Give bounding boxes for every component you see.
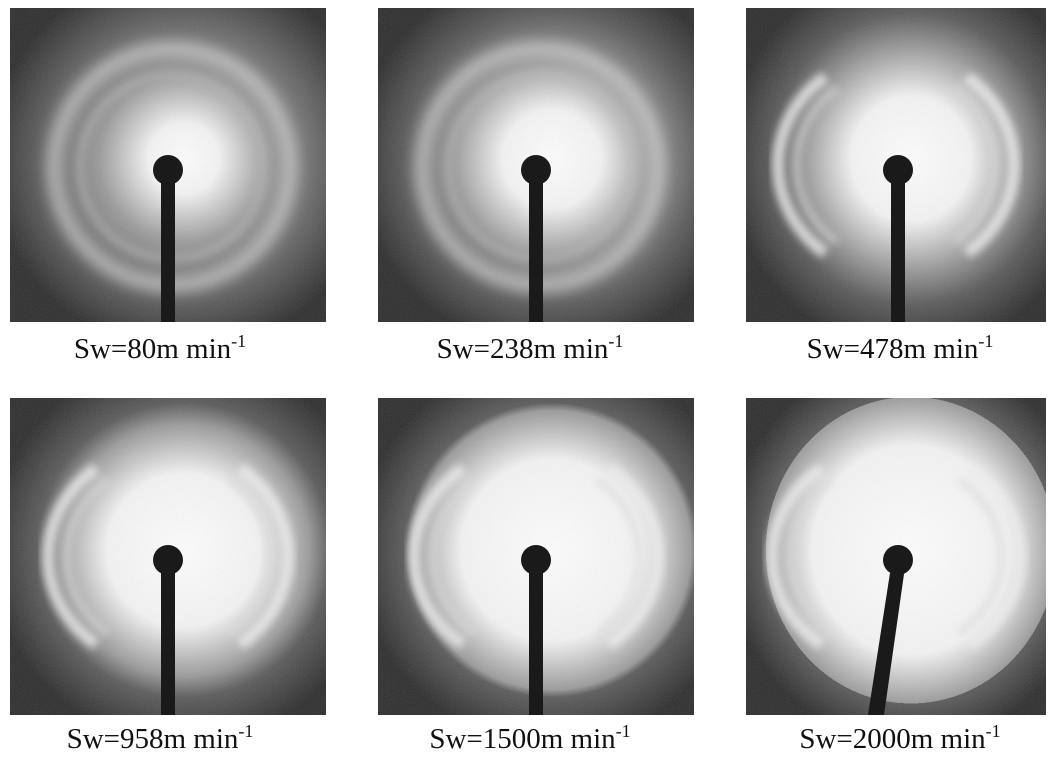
caption-superscript: -1 (608, 331, 623, 351)
caption: Sw=2000m min-1 (799, 721, 1000, 755)
beam-stop (883, 545, 913, 575)
caption-label: Sw=1500m min (429, 723, 616, 755)
diffraction-image (746, 8, 1046, 322)
caption-superscript: -1 (616, 721, 631, 741)
figure: Sw=80m min-1Sw=238m min-1Sw=478m min-1Sw… (0, 0, 1049, 763)
caption-label: Sw=2000m min (799, 723, 986, 755)
beam-stop (521, 545, 551, 575)
diffraction-image (378, 398, 694, 715)
diffraction-image (10, 398, 326, 715)
beam-stop (153, 155, 183, 185)
caption: Sw=1500m min-1 (429, 721, 630, 755)
beam-stop-arm (161, 560, 175, 715)
caption: Sw=238m min-1 (437, 331, 624, 365)
diffraction-image (378, 8, 694, 322)
diffraction-image (10, 8, 326, 322)
caption-label: Sw=958m min (67, 723, 239, 755)
caption-superscript: -1 (231, 331, 246, 351)
caption-superscript: -1 (986, 721, 1001, 741)
beam-stop-arm (891, 170, 905, 322)
beam-stop (153, 545, 183, 575)
beam-stop-arm (161, 170, 175, 322)
beam-stop (883, 155, 913, 185)
beam-stop (521, 155, 551, 185)
page: {"panels": [ {"label": "Sw=80m min", "su… (0, 0, 1049, 763)
caption-label: Sw=238m min (437, 333, 609, 365)
caption-superscript: -1 (978, 331, 993, 351)
caption-label: Sw=80m min (74, 333, 232, 365)
beam-stop-arm (529, 170, 543, 322)
diffraction-image (746, 398, 1046, 715)
caption-label: Sw=478m min (807, 333, 979, 365)
beam-stop-arm (529, 560, 543, 715)
caption-superscript: -1 (238, 721, 253, 741)
caption: Sw=80m min-1 (74, 331, 246, 365)
caption: Sw=958m min-1 (67, 721, 254, 755)
caption: Sw=478m min-1 (807, 331, 994, 365)
